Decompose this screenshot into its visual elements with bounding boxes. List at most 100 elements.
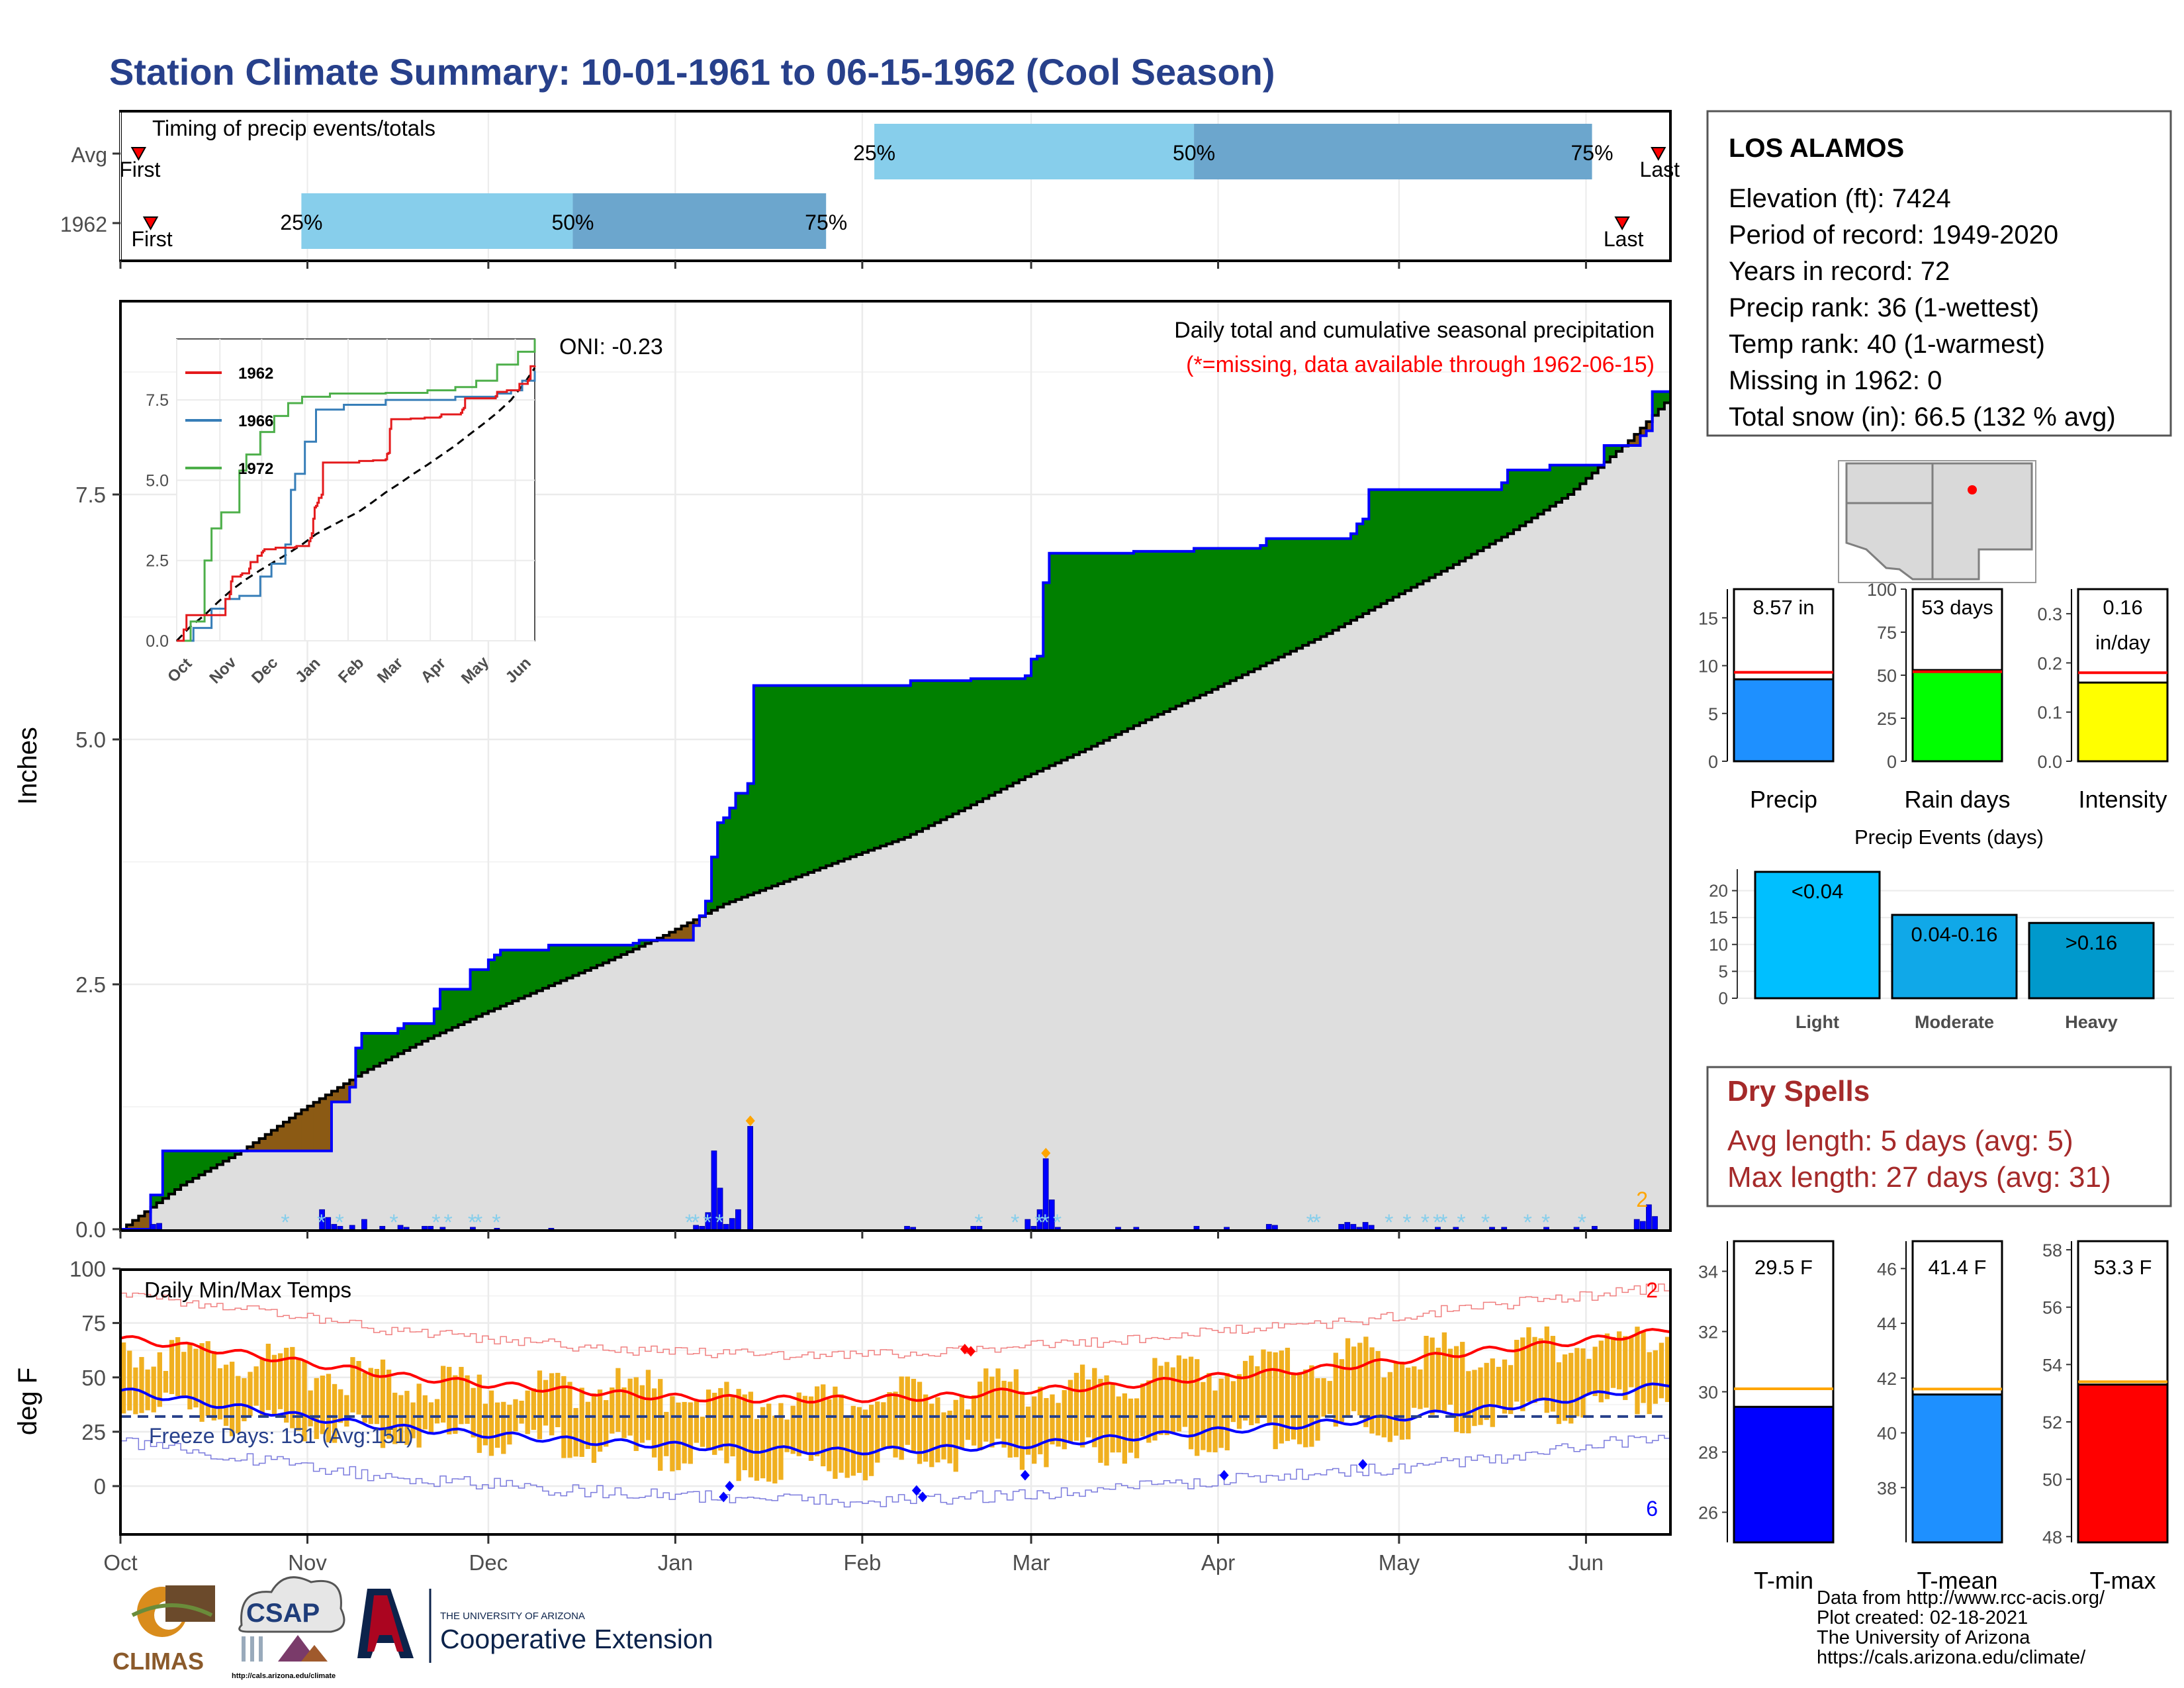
daily-precip-bar [1633, 1219, 1640, 1230]
cumulative-anomaly-fill [813, 685, 821, 870]
daily-temp-range-bar [1363, 1336, 1369, 1427]
daily-temp-range-bar [326, 1374, 332, 1442]
daily-temp-range-bar [1098, 1378, 1103, 1463]
daily-temp-range-bar [1086, 1379, 1091, 1438]
daily-temp-range-bar [1025, 1406, 1031, 1455]
daily-temp-range-bar [1466, 1371, 1471, 1434]
events-tick-label: 0 [1719, 988, 1728, 1008]
stat-value-label: 8.57 in [1752, 596, 1814, 619]
daily-precip-bar [904, 1226, 910, 1230]
cumulative-anomaly-fill [578, 945, 586, 973]
daily-precip-bar [735, 1209, 741, 1230]
cumulative-anomaly-fill [1664, 391, 1671, 403]
last-event-marker [1651, 147, 1666, 162]
oni-value: ONI: -0.23 [559, 334, 663, 359]
daily-temp-range-bar [1140, 1383, 1146, 1436]
cumulative-anomaly-fill [156, 1195, 163, 1203]
daily-temp-range-bar [1122, 1393, 1128, 1464]
cumulative-anomaly-fill [1398, 489, 1406, 594]
daily-temp-range-bar [1532, 1336, 1537, 1403]
cumulative-anomaly-fill [1525, 470, 1533, 522]
daily-temp-range-bar [1170, 1367, 1175, 1433]
daily-precip-bar [729, 1218, 735, 1230]
cumulative-anomaly-fill [747, 783, 754, 896]
snow-marker: * [1481, 1210, 1490, 1235]
daily-temp-range-bar [1321, 1378, 1326, 1417]
snow-marker: * [1041, 1210, 1050, 1235]
daily-temp-range-bar [821, 1384, 826, 1467]
timing-q75-label: 75% [1571, 141, 1614, 165]
events-tick-label: 20 [1709, 881, 1728, 901]
cumulative-anomaly-fill [1441, 489, 1448, 571]
temp-stat-label: T-max [2089, 1567, 2156, 1594]
inset-y-tick-label: 7.5 [146, 391, 169, 410]
daily-temp-range-bar [862, 1409, 868, 1481]
cumulative-anomaly-fill [1019, 679, 1026, 780]
cumulative-anomaly-fill [175, 1150, 181, 1190]
cumulative-anomaly-fill [590, 945, 598, 968]
daily-temp-range-bar [1073, 1372, 1079, 1441]
daily-temp-range-bar [1478, 1367, 1483, 1425]
cumulative-anomaly-fill [675, 929, 682, 941]
daily-temp-range-bar [1038, 1386, 1043, 1454]
cumulative-anomaly-fill [723, 818, 730, 904]
cumulative-anomaly-fill [1568, 465, 1574, 494]
cumulative-anomaly-fill [506, 950, 513, 1004]
dry-spells-frame [1706, 1066, 2172, 1207]
cumulative-anomaly-fill [856, 685, 863, 855]
daily-temp-range-bar [380, 1359, 386, 1448]
cumulative-anomaly-fill [645, 940, 652, 944]
daily-temp-range-bar [983, 1368, 989, 1442]
daily-temp-range-bar [875, 1401, 880, 1463]
daily-temp-range-bar [175, 1336, 181, 1396]
cumulative-anomaly-fill [458, 989, 465, 1025]
cumulative-anomaly-fill [946, 680, 954, 817]
daily-temp-range-bar [193, 1348, 199, 1408]
cumulative-anomaly-fill [796, 685, 803, 877]
daily-temp-range-bar [610, 1387, 615, 1434]
daily-temp-range-bar [1387, 1372, 1392, 1442]
temp-stat-tick-label: 58 [2042, 1241, 2062, 1260]
cumulative-anomaly-fill [603, 945, 610, 963]
station-info-frame [1706, 110, 2172, 437]
cumulative-anomaly-fill [1417, 489, 1424, 585]
daily-temp-range-bar [482, 1403, 488, 1446]
daily-temp-range-bar [1653, 1350, 1658, 1404]
stat-tick-label: 75 [1877, 623, 1897, 643]
daily-temp-range-bar [1315, 1378, 1320, 1441]
daily-temp-range-bar [639, 1385, 645, 1443]
daily-temp-range-bar [953, 1399, 958, 1472]
cumulative-anomaly-fill [1610, 445, 1617, 457]
station-name: LOS ALAMOS [1729, 134, 1904, 163]
cumulative-anomaly-fill [940, 680, 948, 820]
daily-temp-range-bar [730, 1397, 735, 1457]
cumulative-anomaly-fill [512, 950, 520, 1002]
snow-marker: * [685, 1210, 694, 1235]
cumulative-anomaly-fill [572, 945, 580, 976]
dry-spells-title: Dry Spells [1727, 1075, 1870, 1107]
temp-stat-value-label: 41.4 F [1929, 1256, 1987, 1279]
ua-big-text: Cooperative Extension [440, 1624, 713, 1654]
cumulative-anomaly-fill [832, 685, 839, 864]
cumulative-anomaly-fill [916, 680, 923, 832]
precip-plot: * * * * * * ** * ** * * * * ** * ** * * * ** * * * * * Daily tot… [13, 261, 1672, 1242]
daily-temp-range-bar [459, 1366, 464, 1425]
cumulative-anomaly-fill [1344, 538, 1351, 624]
temp-stat-tick-label: 56 [2042, 1298, 2062, 1318]
cumulative-anomaly-fill [1043, 583, 1050, 769]
daily-temp-range-bar [941, 1412, 946, 1460]
daily-temp-range-bar [1641, 1331, 1646, 1403]
cumulative-anomaly-fill [1332, 538, 1340, 631]
daily-temp-range-bar [199, 1343, 205, 1422]
cumulative-anomaly-fill [1392, 489, 1400, 597]
cumulative-anomaly-fill [801, 685, 809, 875]
temp-plot-title: Daily Min/Max Temps [144, 1278, 351, 1302]
cumulative-anomaly-fill [1357, 524, 1363, 617]
timing-label: Timing of precip events/totals [152, 116, 435, 140]
cumulative-anomaly-fill [790, 685, 797, 880]
cumulative-anomaly-fill [1200, 548, 1206, 696]
daily-temp-range-bar [844, 1417, 850, 1478]
daily-temp-range-bar [320, 1376, 326, 1434]
cumulative-anomaly-fill [187, 1150, 193, 1182]
daily-temp-range-bar [923, 1394, 929, 1462]
